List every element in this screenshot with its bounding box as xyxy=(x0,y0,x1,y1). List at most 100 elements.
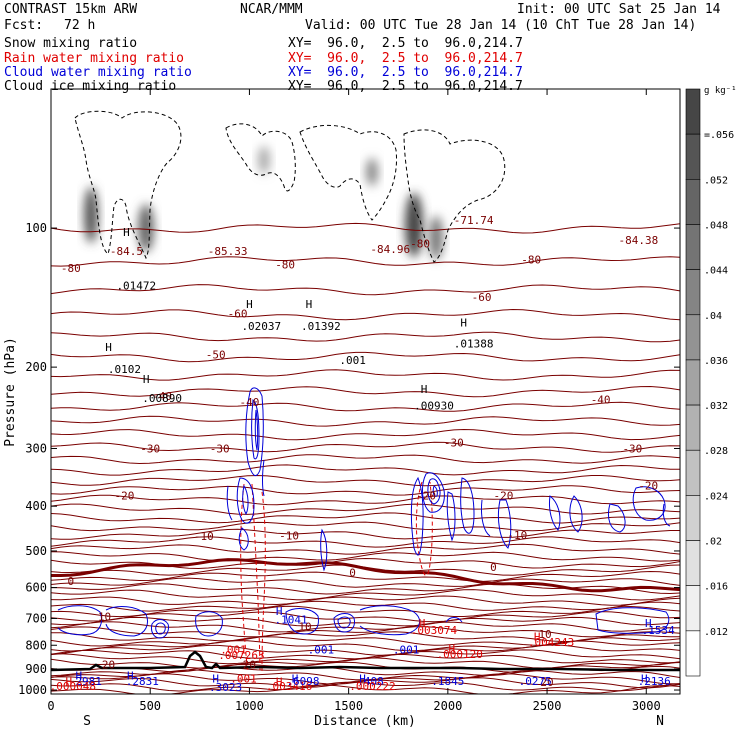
x-tick-label: 500 xyxy=(139,699,161,713)
field-extremum-label: H xyxy=(212,673,219,686)
colorbar-unit: g kg⁻¹ xyxy=(704,86,737,96)
field-extremum-label: H xyxy=(534,630,541,643)
isotherm xyxy=(51,284,680,296)
colorbar-tick-label: .032 xyxy=(704,401,728,412)
isotherm xyxy=(51,616,680,627)
isotherm xyxy=(51,605,680,618)
colorbar-tick-label: .028 xyxy=(704,446,728,457)
field-extremum-label: H xyxy=(292,673,299,686)
field-extremum-label: H xyxy=(75,669,82,682)
x-tick-label: 3000 xyxy=(632,699,661,713)
field-extremum-label: H xyxy=(421,383,428,396)
isotherm xyxy=(51,222,680,234)
isotherm xyxy=(51,611,680,623)
field-extremum-label: .00890 xyxy=(142,392,182,405)
field-extremum-label: .6098 xyxy=(286,675,319,688)
isotherm-label: -30 xyxy=(622,442,642,455)
x-axis: 0 500 1000 1500 2000 2500 3000 xyxy=(47,89,661,713)
isotherm-label: 20 xyxy=(243,658,256,671)
isotherm-label: 20 xyxy=(102,658,115,671)
legend-cloudwater-label: Cloud water mixing ratio xyxy=(4,65,192,80)
field-extremum-label: .01472 xyxy=(116,279,156,292)
field-extremum-label: .01392 xyxy=(301,320,341,333)
y-tick-label: 600 xyxy=(25,581,47,595)
cloud-water-contours xyxy=(57,387,671,639)
isotherm xyxy=(51,673,680,685)
isotherm-label: -30 xyxy=(444,436,464,449)
colorbar: =.056 .052 .048 .044 .04 .036 .032 .028 .024 .02.… xyxy=(685,88,734,677)
field-extremum-label: .001 xyxy=(230,673,257,686)
x-tick-label: 2000 xyxy=(433,699,462,713)
isotherm xyxy=(51,521,680,532)
field-extremum-label: .003416 xyxy=(266,680,312,693)
isotherm-label: -84.38 xyxy=(618,234,658,247)
field-extremum-label: .1845 xyxy=(431,675,464,688)
isotherm xyxy=(51,600,680,612)
isotherm xyxy=(51,570,680,582)
isotherm-label: -60 xyxy=(228,307,248,320)
field-extremum-label: .0102 xyxy=(108,363,141,376)
model-title: CONTRAST 15km ARW xyxy=(4,2,138,17)
isotherm-label: -84.5 xyxy=(110,245,143,258)
field-extremum-label: .01388 xyxy=(454,338,494,351)
fcst-value: 72 h xyxy=(64,18,96,33)
colorbar-swatch xyxy=(685,88,701,135)
y-tick-label: 500 xyxy=(25,544,47,558)
field-extremum-label: H xyxy=(276,675,283,688)
isotherm xyxy=(51,649,680,660)
isotherm xyxy=(51,494,680,506)
isotherm xyxy=(51,441,680,453)
x-tick-label: 0 xyxy=(47,699,54,713)
isotherm xyxy=(51,308,680,321)
y-tick-label: 100 xyxy=(25,221,47,235)
isotherm-label: 0 xyxy=(490,561,497,574)
x-axis-label: Distance (km) xyxy=(314,714,416,729)
colorbar-tick-label: .036 xyxy=(704,356,728,367)
terrain-line xyxy=(50,650,680,672)
legend-cloudice-label: Cloud ice mixing ratio xyxy=(4,79,177,94)
x-tick-label: 1000 xyxy=(235,699,264,713)
isotherm xyxy=(51,677,680,689)
field-extremum-label: .0275 xyxy=(519,675,552,688)
x-axis-start-label: S xyxy=(83,714,91,729)
isotherm-label: -10 xyxy=(194,530,214,543)
isotherm xyxy=(51,369,680,381)
isotherm xyxy=(51,401,680,412)
isotherm xyxy=(51,428,680,441)
isotherm-zero xyxy=(51,558,680,593)
field-extremum-label: .001 xyxy=(393,644,420,657)
isotherm xyxy=(51,644,680,656)
field-extremum-label: .000120 xyxy=(437,648,483,661)
field-extremum-label: H xyxy=(306,298,313,311)
field-extremum-label: .408 xyxy=(357,675,384,688)
x-axis-end-label: N xyxy=(656,714,664,729)
colorbar-swatch xyxy=(685,404,701,451)
field-extremum-label: H xyxy=(123,226,130,239)
legend-cloudice-xy: XY= 96.0, 2.5 to 96.0,214.7 xyxy=(288,79,523,94)
isotherm xyxy=(51,512,680,524)
colorbar-tick-label: .048 xyxy=(704,220,728,231)
isotherm xyxy=(51,464,680,476)
isotherm xyxy=(51,595,680,606)
y-tick-label: 400 xyxy=(25,499,47,513)
colorbar-tick-label: .016 xyxy=(704,582,728,593)
field-extremum-label: H xyxy=(419,617,426,630)
field-extremum-label: .001 xyxy=(220,644,247,657)
field-extremum-label: .000222 xyxy=(349,680,395,693)
isotherm xyxy=(51,256,680,267)
isotherm xyxy=(51,536,680,548)
isotherm-label: 10 xyxy=(538,628,551,641)
field-extremum-label: .02037 xyxy=(241,320,281,333)
colorbar-swatch xyxy=(685,585,701,632)
field-extremum-label: H xyxy=(645,617,652,630)
field-extremum-label: H xyxy=(246,298,253,311)
temperature-contours xyxy=(51,222,680,694)
field-extremum-label: H xyxy=(276,605,283,618)
valid-time: Valid: 00 UTC Tue 28 Jan 14 (10 ChT Tue … xyxy=(305,18,697,33)
isotherm xyxy=(51,503,680,515)
isotherm-label: -71.74 xyxy=(454,214,494,227)
isotherm xyxy=(51,454,680,465)
x-tick-label: 2500 xyxy=(533,699,562,713)
